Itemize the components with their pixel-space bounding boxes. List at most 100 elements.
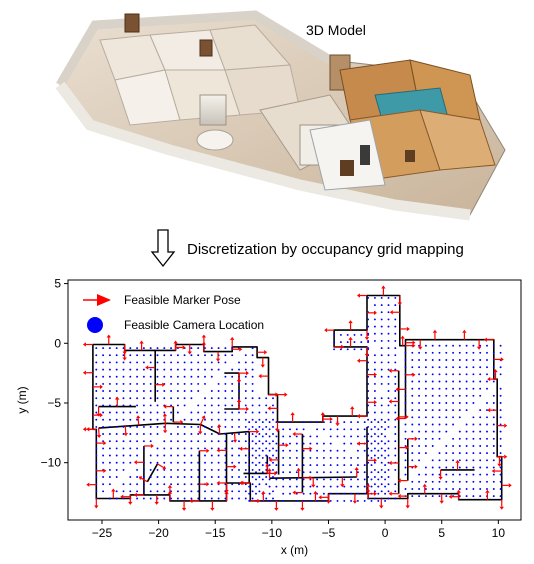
camera-location-point [387, 304, 390, 307]
camera-location-point [261, 435, 264, 438]
camera-location-point [316, 456, 319, 459]
camera-location-point [282, 421, 285, 424]
camera-location-point [136, 440, 139, 443]
camera-location-point [238, 361, 240, 364]
y-tick-label: 5 [54, 277, 61, 291]
legend-marker-arrow-icon [83, 294, 111, 306]
camera-location-point [149, 461, 152, 464]
camera-location-point [156, 397, 159, 400]
camera-location-point [445, 416, 448, 419]
camera-location-point [336, 478, 339, 481]
camera-location-point [380, 418, 383, 421]
camera-location-point [163, 347, 166, 350]
marker-pose-arrow [499, 499, 504, 510]
camera-location-point [289, 456, 291, 459]
camera-location-point [122, 425, 125, 428]
camera-location-point [142, 404, 145, 407]
camera-location-point [255, 435, 257, 438]
marker-pose-arrow [260, 357, 265, 368]
camera-location-point [136, 382, 139, 385]
camera-location-point [136, 483, 139, 486]
camera-locations [95, 296, 502, 502]
camera-location-point [343, 421, 346, 424]
camera-location-point [452, 437, 455, 440]
camera-location-point [163, 390, 166, 392]
camera-location-point [244, 440, 247, 443]
camera-location-point [108, 397, 111, 400]
camera-location-point [108, 454, 111, 457]
camera-location-point [224, 404, 227, 407]
marker-pose-arrow [268, 457, 279, 463]
camera-location-point [380, 397, 383, 400]
camera-location-point [387, 411, 390, 414]
camera-location-point [367, 476, 370, 478]
camera-location-point [373, 454, 376, 457]
camera-location-point [336, 492, 339, 495]
camera-location-point [380, 404, 383, 407]
camera-location-point [176, 440, 179, 443]
camera-location-point [224, 461, 227, 464]
camera-location-point [210, 483, 213, 486]
camera-location-point [387, 468, 390, 471]
camera-location-point [458, 437, 461, 440]
camera-location-point [289, 449, 291, 452]
camera-location-point [492, 473, 495, 476]
camera-location-point [363, 478, 366, 481]
camera-location-point [268, 435, 271, 438]
camera-location-point [452, 488, 455, 490]
camera-location-point [486, 480, 488, 483]
camera-location-point [452, 480, 455, 483]
camera-location-point [424, 380, 427, 383]
camera-location-point [272, 404, 274, 407]
camera-location-point [115, 440, 118, 443]
camera-location-point [373, 476, 376, 478]
camera-location-point [418, 430, 421, 433]
camera-location-point [479, 359, 482, 361]
camera-location-point [472, 437, 475, 440]
marker-pose-arrow [476, 339, 482, 350]
x-tick-label: −5 [322, 526, 336, 540]
camera-location-point [231, 418, 234, 421]
camera-location-point [394, 347, 397, 350]
camera-location-point [445, 366, 448, 369]
camera-location-point [251, 440, 254, 443]
camera-location-point [190, 454, 193, 457]
camera-location-point [231, 397, 234, 400]
camera-location-point [156, 347, 159, 350]
camera-location-point [142, 433, 145, 435]
camera-location-point [316, 442, 319, 445]
camera-location-point [458, 394, 461, 397]
camera-location-point [129, 411, 132, 414]
camera-location-point [190, 461, 193, 464]
camera-location-point [472, 445, 475, 447]
camera-location-point [404, 488, 407, 490]
camera-location-point [272, 425, 274, 428]
marker-pose-arrow [230, 336, 235, 347]
camera-location-point [445, 394, 448, 397]
camera-location-point [452, 387, 455, 390]
camera-location-point [492, 466, 495, 469]
camera-location-point [149, 425, 152, 428]
camera-location-point [248, 464, 251, 467]
marker-pose-arrow [145, 365, 156, 370]
marker-pose-arrow [96, 468, 107, 474]
camera-location-point [289, 478, 291, 481]
camera-location-point [102, 375, 105, 378]
camera-location-point [108, 468, 111, 471]
camera-location-point [295, 456, 298, 459]
marker-pose-arrow [215, 351, 221, 362]
camera-location-point [149, 440, 152, 443]
camera-location-point [411, 394, 414, 397]
camera-location-point [272, 454, 274, 457]
camera-location-point [465, 373, 468, 376]
camera-location-point [445, 344, 448, 347]
camera-location-point [258, 411, 261, 414]
camera-location-point [272, 397, 274, 400]
camera-location-point [418, 409, 421, 412]
camera-location-point [424, 495, 427, 498]
camera-location-point [129, 433, 132, 435]
camera-location-point [336, 435, 339, 438]
camera-location-point [142, 468, 145, 471]
camera-location-point [411, 495, 414, 498]
camera-location-point [265, 433, 268, 435]
